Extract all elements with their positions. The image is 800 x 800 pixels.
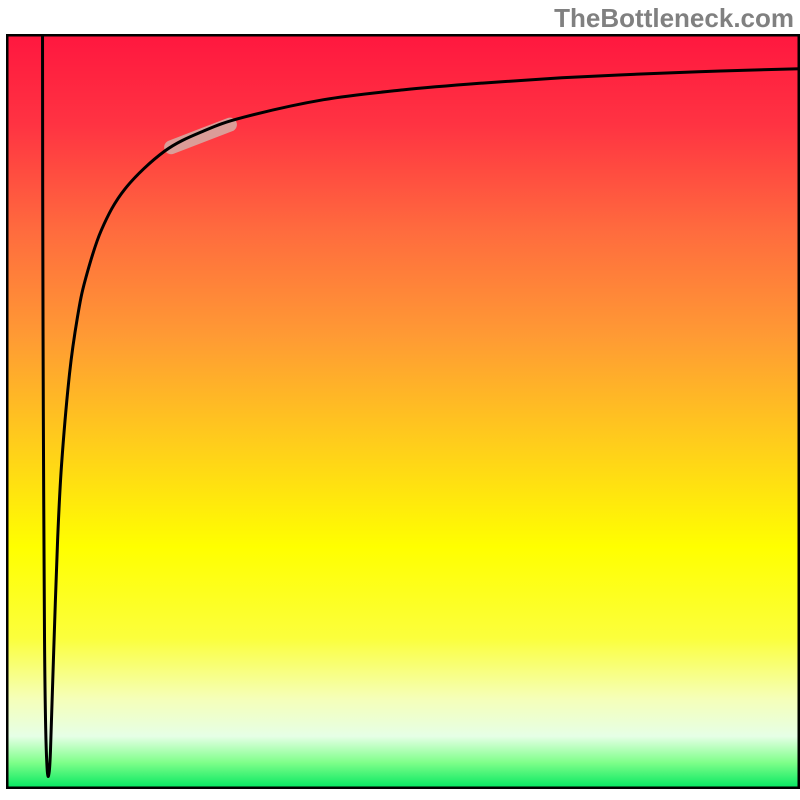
plot-area xyxy=(6,34,800,789)
chart-frame: TheBottleneck.com xyxy=(0,0,800,800)
watermark-text: TheBottleneck.com xyxy=(554,3,794,34)
plot-svg xyxy=(6,34,800,789)
gradient-background xyxy=(6,34,800,789)
